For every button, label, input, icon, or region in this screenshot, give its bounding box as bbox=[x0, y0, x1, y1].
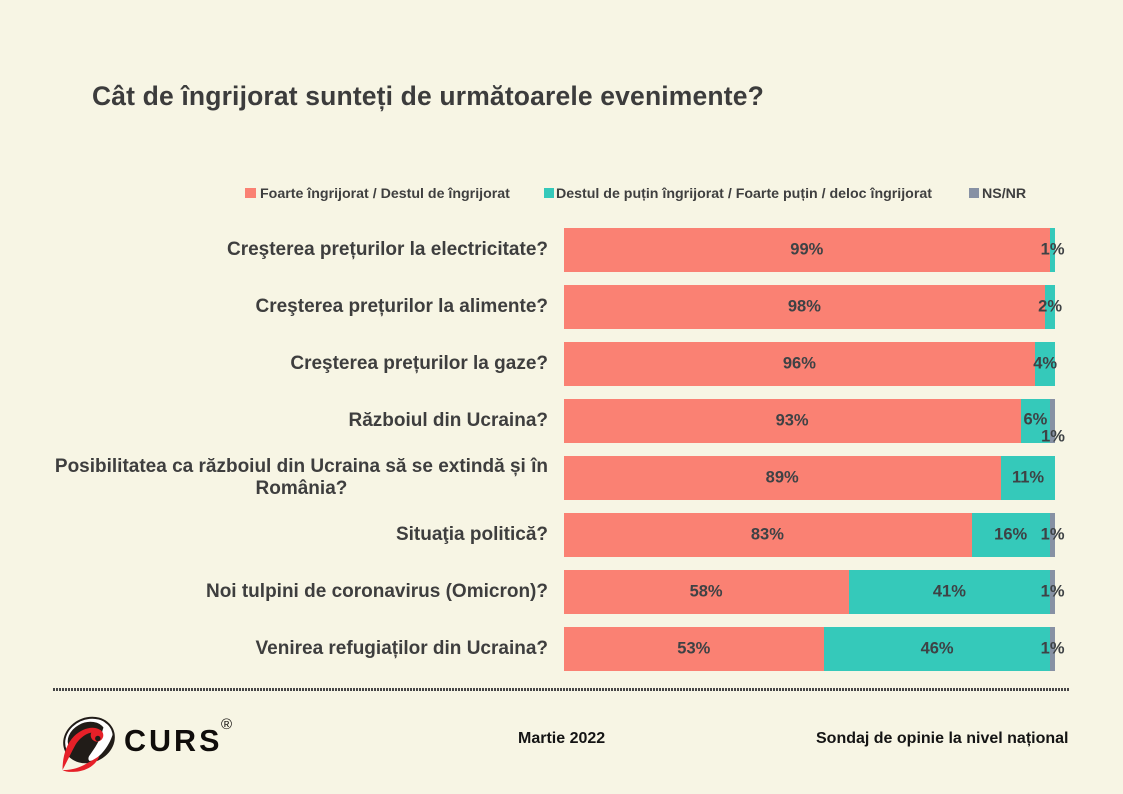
svg-text:CURS: CURS bbox=[124, 724, 222, 758]
svg-text:®: ® bbox=[221, 716, 232, 733]
